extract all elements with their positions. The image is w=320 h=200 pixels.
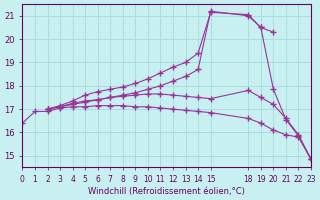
X-axis label: Windchill (Refroidissement éolien,°C): Windchill (Refroidissement éolien,°C) bbox=[88, 187, 245, 196]
